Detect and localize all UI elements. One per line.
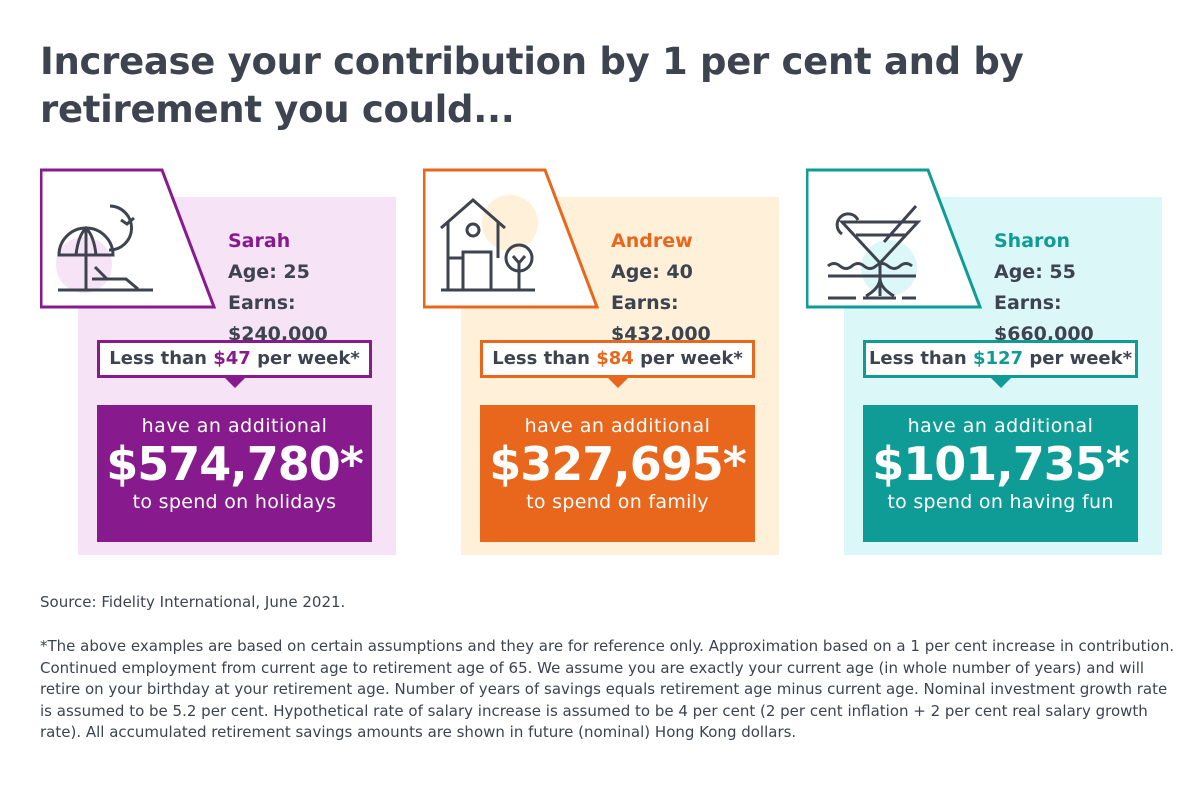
beach-umbrella-icon xyxy=(40,168,240,310)
callout-suffix: per week* xyxy=(633,348,743,369)
callout-suffix: per week* xyxy=(250,348,360,369)
person-name: Sarah xyxy=(228,230,291,252)
savings-purpose: to spend on family xyxy=(526,491,709,513)
person-info: Sharon Age: 55 Earns: $660,000 xyxy=(994,226,1166,350)
person-info: Sarah Age: 25 Earns: $240,000 xyxy=(228,226,400,350)
person-earnings: Earns: $432,000 xyxy=(611,292,711,345)
savings-amount: $101,735* xyxy=(872,437,1130,491)
savings-intro: have an additional xyxy=(907,415,1094,437)
weekly-contribution-callout: Less than $84 per week* xyxy=(480,340,755,388)
savings-purpose: to spend on holidays xyxy=(132,491,337,513)
additional-savings-box: have an additional $574,780* to spend on… xyxy=(97,405,372,542)
card-andrew: Andrew Age: 40 Earns: $432,000 Less than… xyxy=(423,168,783,558)
footnote: *The above examples are based on certain… xyxy=(40,637,1175,741)
savings-amount: $327,695* xyxy=(489,437,747,491)
weekly-amount: $84 xyxy=(596,348,634,369)
savings-purpose: to spend on having fun xyxy=(887,491,1114,513)
page-title: Increase your contribution by 1 per cent… xyxy=(40,40,1024,131)
callout-prefix: Less than xyxy=(868,348,973,369)
weekly-contribution-callout: Less than $127 per week* xyxy=(863,340,1138,388)
savings-amount: $574,780* xyxy=(106,437,364,491)
person-earnings: Earns: $660,000 xyxy=(994,292,1094,345)
person-info: Andrew Age: 40 Earns: $432,000 xyxy=(611,226,783,350)
card-sarah: Sarah Age: 25 Earns: $240,000 Less than … xyxy=(40,168,400,558)
card-sharon: Sharon Age: 55 Earns: $660,000 Less than… xyxy=(806,168,1166,558)
weekly-contribution-callout: Less than $47 per week* xyxy=(97,340,372,388)
weekly-amount: $47 xyxy=(213,348,251,369)
source-note: Source: Fidelity International, June 202… xyxy=(40,593,346,611)
callout-arrow xyxy=(606,377,629,388)
person-earnings: Earns: $240,000 xyxy=(228,292,328,345)
person-age: Age: 55 xyxy=(994,261,1076,283)
weekly-amount: $127 xyxy=(972,348,1024,369)
person-age: Age: 40 xyxy=(611,261,693,283)
additional-savings-box: have an additional $101,735* to spend on… xyxy=(863,405,1138,542)
callout-prefix: Less than xyxy=(492,348,597,369)
person-age: Age: 25 xyxy=(228,261,310,283)
callout-suffix: per week* xyxy=(1023,348,1133,369)
person-name: Sharon xyxy=(994,230,1070,252)
callout-prefix: Less than xyxy=(109,348,214,369)
savings-intro: have an additional xyxy=(524,415,711,437)
cocktail-icon xyxy=(806,168,1006,310)
callout-arrow xyxy=(989,377,1012,388)
additional-savings-box: have an additional $327,695* to spend on… xyxy=(480,405,755,542)
house-icon xyxy=(423,168,623,310)
callout-arrow xyxy=(223,377,246,388)
person-name: Andrew xyxy=(611,230,693,252)
savings-intro: have an additional xyxy=(141,415,328,437)
